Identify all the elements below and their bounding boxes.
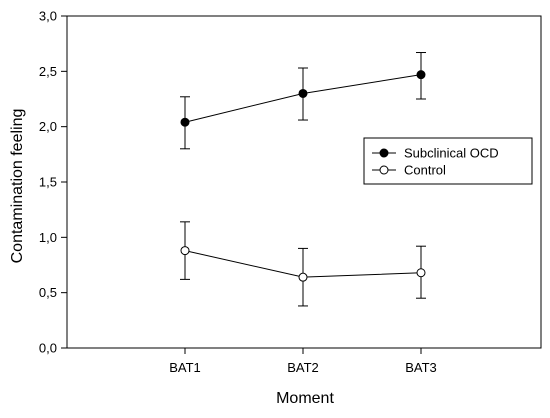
series-layer xyxy=(180,52,426,307)
data-point-open xyxy=(298,272,308,282)
y-tick-label: 1,0 xyxy=(39,230,57,245)
data-point-open xyxy=(416,268,426,278)
legend-label: Subclinical OCD xyxy=(404,146,499,161)
x-tick-label: BAT2 xyxy=(287,360,319,375)
y-tick-label: 2,5 xyxy=(39,64,57,79)
x-axis-label: Moment xyxy=(276,390,334,407)
y-tick-label: 1,5 xyxy=(39,175,57,190)
y-tick-label: 3,0 xyxy=(39,9,57,24)
axes-layer: 0,0 0,5 1,0 1,5 2,0 2,5 3,0 BAT1 BAT2 BAT3 xyxy=(39,9,542,375)
data-point-open xyxy=(180,246,190,256)
legend-box xyxy=(363,137,533,185)
x-tick-label: BAT3 xyxy=(405,360,437,375)
series-subclinical-ocd xyxy=(180,52,426,150)
legend-marker-open xyxy=(379,165,389,175)
y-axis-label: Contamination feeling xyxy=(9,109,26,264)
legend-marker-filled xyxy=(379,148,389,158)
y-tick-label: 0,5 xyxy=(39,285,57,300)
data-point-filled xyxy=(298,88,308,98)
legend-layer: Subclinical OCD Control xyxy=(363,137,533,185)
legend-label: Control xyxy=(404,163,446,178)
data-point-filled xyxy=(180,117,190,127)
x-tick-label: BAT1 xyxy=(169,360,201,375)
series-control xyxy=(180,221,426,307)
y-tick-label: 2,0 xyxy=(39,119,57,134)
data-point-filled xyxy=(416,70,426,80)
y-tick-label: 0,0 xyxy=(39,341,57,356)
